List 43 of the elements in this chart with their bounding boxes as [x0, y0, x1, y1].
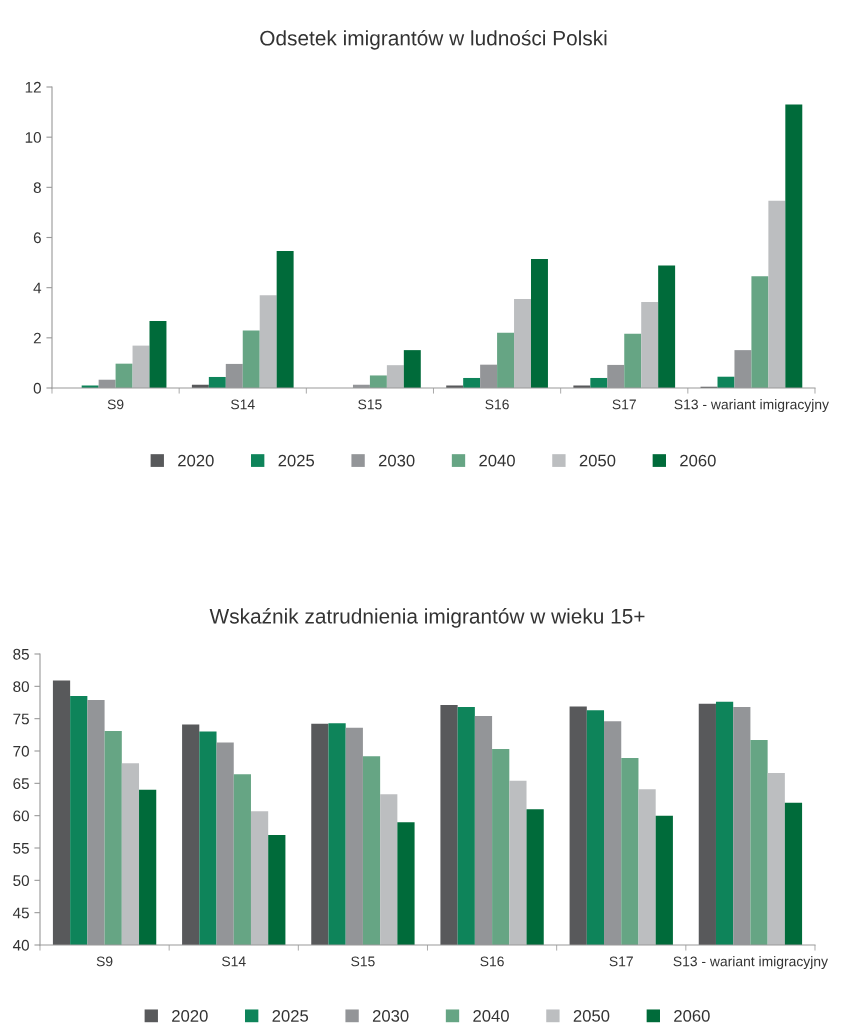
- legend-label: 2050: [579, 454, 616, 467]
- legend-label: 2030: [378, 454, 415, 467]
- legend-label: 2020: [172, 1010, 208, 1022]
- chart-title: Odsetek imigrantów w ludności Polski: [260, 29, 607, 50]
- y-tick-label: 12: [25, 81, 41, 93]
- x-tick-label: S17: [609, 956, 633, 967]
- chart-title: Wskaźnik zatrudnienia imigrantów w wieku 15+: [209, 608, 645, 628]
- legend-label: 2020: [178, 454, 214, 467]
- y-tick-label: 65: [13, 778, 29, 790]
- y-tick-label: 75: [13, 713, 29, 725]
- y-tick-label: 85: [13, 648, 29, 660]
- legend-label: 2060: [674, 1010, 710, 1022]
- x-tick-label: S14: [231, 399, 255, 410]
- legend-label: 2030: [372, 1010, 409, 1022]
- y-tick-label: 4: [33, 282, 42, 294]
- y-tick-label: 45: [12, 907, 29, 919]
- x-tick-label: S15: [351, 956, 375, 967]
- legend-label: 2025: [278, 454, 315, 467]
- y-tick-label: 0: [33, 382, 41, 394]
- x-tick-label: S15: [358, 399, 382, 410]
- x-tick-label: S13 - wariant imigracyjny: [674, 399, 829, 413]
- y-tick-label: 60: [13, 810, 29, 822]
- y-tick-label: 50: [13, 875, 29, 887]
- y-tick-label: 55: [13, 843, 29, 854]
- legend-label: 2060: [680, 454, 716, 467]
- y-tick-label: 6: [33, 232, 41, 244]
- x-tick-label: S13 - wariant imigracyjny: [673, 956, 828, 970]
- legend-label: 2040: [479, 454, 515, 467]
- y-tick-label: 80: [13, 681, 29, 693]
- y-tick-label: 40: [12, 939, 29, 951]
- y-tick-label: 10: [25, 132, 41, 143]
- x-tick-label: S16: [480, 956, 504, 967]
- legend-label: 2025: [272, 1010, 309, 1022]
- legend-label: 2040: [473, 1010, 509, 1022]
- legend-label: 2050: [573, 1010, 610, 1022]
- x-tick-label: S14: [222, 956, 246, 967]
- y-tick-label: 8: [33, 182, 41, 194]
- x-tick-label: S17: [612, 399, 636, 410]
- y-tick-label: 2: [33, 332, 41, 344]
- x-tick-label: S9: [96, 956, 113, 967]
- x-tick-label: S9: [107, 399, 124, 410]
- y-tick-label: 70: [13, 745, 29, 757]
- x-tick-label: S16: [485, 399, 509, 410]
